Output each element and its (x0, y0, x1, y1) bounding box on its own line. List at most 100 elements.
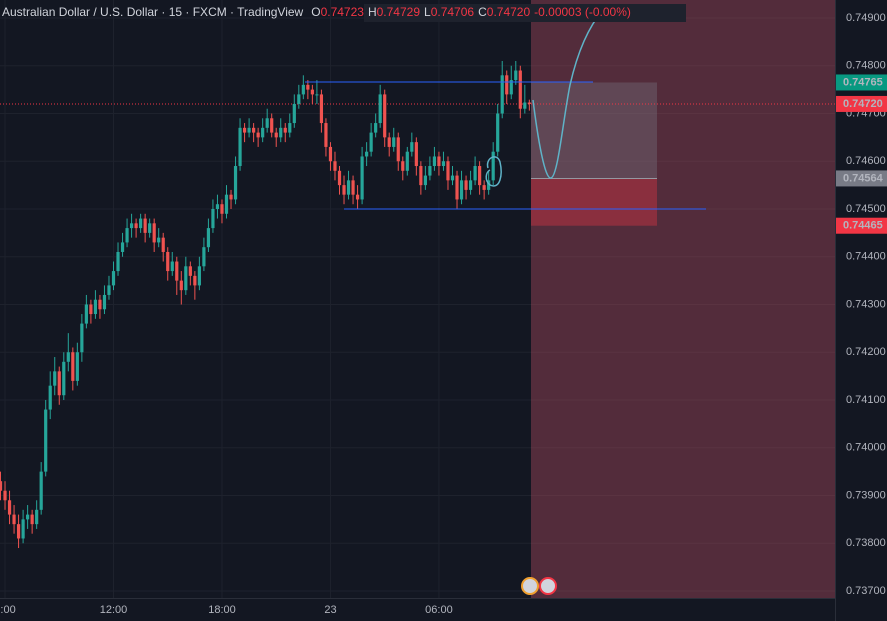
candle-body (247, 127, 251, 133)
candle-body (423, 175, 427, 186)
candle-body (89, 304, 93, 315)
price-tag-label: 0.74465 (843, 220, 883, 232)
candle-body (261, 127, 265, 138)
event-icon[interactable] (539, 577, 557, 595)
candle-body (283, 127, 287, 133)
candle-body (351, 180, 355, 195)
candle-body (509, 80, 513, 95)
candle-body (279, 127, 283, 138)
price-tag-label: 0.74564 (843, 172, 884, 184)
candle-body (166, 251, 170, 272)
candle-body (102, 294, 107, 310)
date-range-highlight (531, 0, 835, 598)
candle-body (62, 361, 66, 396)
drawn-path (532, 9, 604, 179)
candle-body (401, 161, 405, 171)
grid (0, 0, 835, 598)
candle-body (446, 161, 450, 181)
candle-body (337, 170, 342, 186)
candle-body (224, 194, 229, 214)
candle-body (75, 352, 79, 381)
candle-body (242, 127, 247, 133)
candle-body (161, 237, 165, 252)
candle-body (518, 70, 522, 109)
candle-body (310, 89, 314, 95)
candle-body (437, 156, 441, 167)
candle-body (419, 166, 423, 186)
candle-body (482, 185, 486, 190)
candle-body (116, 251, 120, 272)
candle-body (459, 180, 464, 200)
candle-body (179, 280, 183, 291)
legend-value: 0.74706 (431, 5, 475, 19)
candle-body (297, 94, 301, 104)
candle-body (274, 132, 278, 138)
candle-body (252, 127, 256, 133)
x-tick-label: 12:00 (100, 604, 128, 616)
y-tick-label: 0.74900 (846, 12, 886, 24)
legend-value: 0.74729 (377, 5, 421, 19)
event-icon[interactable] (521, 577, 539, 595)
candle-body (39, 471, 43, 510)
candle-body (496, 113, 500, 152)
candle-body (387, 137, 391, 147)
symbol-title: Australian Dollar / U.S. Dollar · 15 · F… (2, 5, 304, 19)
x-tick-label: 23 (324, 604, 336, 616)
candle-body (396, 137, 400, 162)
legend-bg (364, 4, 686, 22)
candle-body (202, 247, 206, 267)
candle-body (152, 223, 156, 243)
candle-body (7, 500, 12, 515)
candle-body (319, 94, 324, 124)
y-tick-label: 0.74100 (846, 394, 886, 406)
header: Australian Dollar / U.S. Dollar · 15 · F… (2, 5, 631, 19)
candle-body (98, 299, 102, 310)
candle-body (392, 137, 396, 147)
candle-body (93, 299, 98, 315)
candle-body (170, 261, 174, 272)
y-tick-label: 0.73900 (846, 489, 886, 501)
candle-body (265, 118, 269, 128)
candle-body (464, 180, 468, 190)
candle-body (468, 180, 473, 190)
candle-body (238, 127, 242, 167)
legend-key: L (424, 5, 431, 19)
x-tick-label: 18:00 (208, 604, 236, 616)
y-tick-label: 0.74000 (846, 442, 886, 454)
candle-body (478, 166, 482, 186)
candle-body (355, 194, 360, 200)
candle-body (473, 166, 477, 181)
y-tick-label: 0.74400 (846, 251, 886, 263)
candle-body (428, 166, 432, 176)
y-tick-label: 0.74600 (846, 155, 886, 167)
candle-body (342, 185, 346, 195)
candle-body (292, 103, 296, 124)
y-tick-label: 0.74500 (846, 203, 886, 215)
candle-body (125, 228, 129, 243)
legend-value: 0.74723 (321, 5, 365, 19)
drawn-loop (485, 156, 502, 187)
price-tag-label: 0.74765 (843, 76, 883, 88)
x-tick-label: 06:00 (425, 604, 453, 616)
candle-body (369, 132, 373, 152)
candle-body (57, 371, 61, 396)
candle-body (270, 118, 274, 133)
candle-body (233, 166, 238, 200)
profit-zone (531, 82, 657, 179)
candle-body (360, 156, 364, 200)
loss-zone (531, 178, 657, 226)
candle-body (346, 180, 351, 195)
candle-body (26, 514, 30, 520)
candle-body (134, 223, 138, 229)
candle-body (197, 266, 201, 286)
candle-body (48, 385, 52, 410)
candle-body (111, 271, 116, 286)
candle-body (143, 218, 147, 233)
candle-body (120, 242, 125, 252)
candle-body (383, 94, 387, 138)
price-tag (836, 217, 887, 234)
axes: 0.749000.748000.747000.746000.745000.744… (0, 12, 887, 616)
price-tag (836, 74, 887, 91)
candle-body (188, 266, 192, 276)
